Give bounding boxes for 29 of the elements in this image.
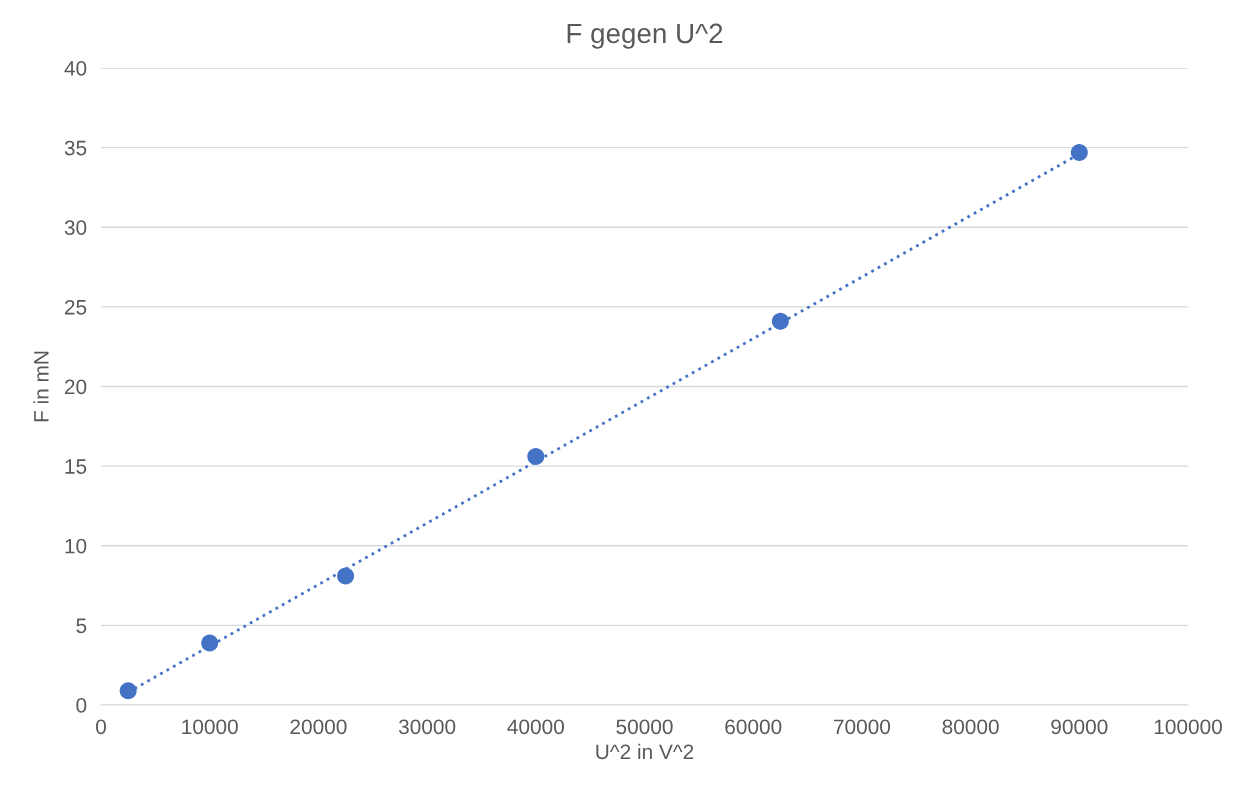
y-tick-label: 10 (65, 538, 87, 554)
point (527, 448, 545, 466)
x-tick-label: 10000 (182, 719, 238, 735)
y-tick-label: 30 (64, 220, 87, 235)
x-tick-label: 100000 (1154, 719, 1222, 735)
point (771, 312, 789, 330)
x-tick-label: 40000 (507, 719, 564, 735)
point (119, 682, 137, 700)
x-tick-label: 90000 (1051, 719, 1108, 735)
x-axis-title: U^2 in V^2 (596, 743, 694, 760)
point (1070, 143, 1088, 161)
point (201, 634, 219, 652)
x-tick-label: 30000 (398, 719, 456, 735)
y-tick-label: 35 (64, 140, 87, 156)
chart-title: F gegen U^2 (567, 23, 723, 49)
y-tick-label: 15 (65, 459, 87, 474)
y-tick-label: 0 (76, 698, 87, 713)
x-tick-label: 60000 (725, 719, 782, 735)
y-tick-label: 40 (64, 61, 87, 76)
y-tick-label: 25 (64, 299, 87, 315)
x-tick-label: 70000 (834, 719, 891, 735)
x-tick-label: 20000 (290, 719, 347, 735)
y-tick-label: 5 (76, 618, 87, 634)
x-tick-label: 50000 (616, 719, 673, 735)
y-axis-title: F in mN (33, 351, 49, 422)
point (337, 567, 355, 585)
y-tick-label: 20 (64, 379, 87, 395)
x-tick-label: 0 (96, 719, 106, 735)
x-tick-label: 80000 (942, 719, 999, 735)
